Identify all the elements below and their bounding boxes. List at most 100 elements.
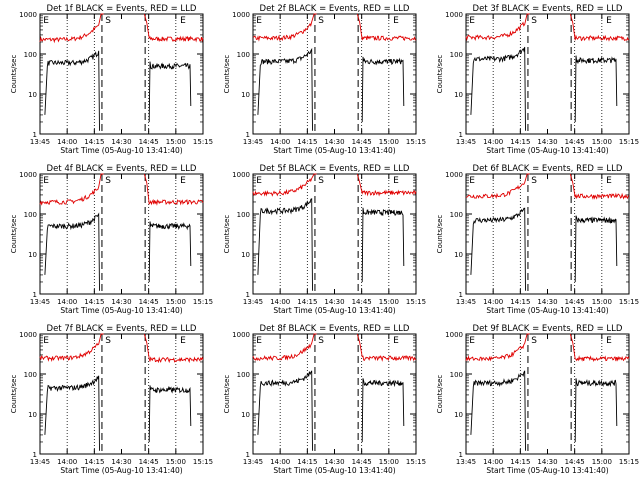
marker-e: E bbox=[256, 16, 262, 26]
y-tick-label: 1 bbox=[33, 131, 37, 139]
y-tick-label: 1 bbox=[246, 451, 250, 459]
lld-series-after bbox=[356, 173, 417, 197]
y-tick-label: 1 bbox=[246, 291, 250, 299]
x-tick-label: 13:45 bbox=[456, 458, 476, 466]
plot-title: Det 6f BLACK = Events, RED = LLD bbox=[473, 164, 623, 174]
detector-plot-7: Det 7f BLACK = Events, RED = LLD 1 10 100 10… bbox=[10, 324, 213, 475]
plot-frame bbox=[465, 173, 630, 295]
x-tick-label: 14:30 bbox=[324, 138, 344, 146]
marker-e: E bbox=[393, 176, 399, 186]
detector-plot-2: Det 2f BLACK = Events, RED = LLD 1 10 100 10… bbox=[223, 4, 426, 155]
y-tick-label: 1000 bbox=[19, 11, 37, 19]
plot-frame bbox=[39, 13, 204, 135]
x-axis-label: Start Time (05-Aug-10 13:41:40) bbox=[486, 466, 608, 475]
y-tick-label: 1 bbox=[33, 291, 37, 299]
lld-series-after bbox=[356, 13, 417, 42]
x-tick-label: 14:00 bbox=[483, 458, 503, 466]
y-tick-label: 100 bbox=[450, 51, 463, 59]
x-tick-label: 13:45 bbox=[456, 138, 476, 146]
x-tick-label: 15:00 bbox=[166, 458, 186, 466]
events-series-after bbox=[361, 56, 405, 123]
marker-s: S bbox=[105, 16, 111, 26]
x-tick-label: 14:30 bbox=[111, 138, 131, 146]
events-series-before bbox=[470, 46, 526, 131]
plot-title: Det 5f BLACK = Events, RED = LLD bbox=[260, 164, 410, 174]
plot-title: Det 7f BLACK = Events, RED = LLD bbox=[47, 324, 197, 334]
marker-e: E bbox=[469, 176, 475, 186]
detector-plot-9: Det 9f BLACK = Events, RED = LLD 1 10 100 10… bbox=[436, 324, 639, 475]
y-tick-label: 10 bbox=[241, 411, 250, 419]
x-axis-label: Start Time (05-Aug-10 13:41:40) bbox=[273, 466, 395, 475]
marker-e: E bbox=[43, 176, 49, 186]
y-tick-label: 100 bbox=[237, 51, 250, 59]
plot-title: Det 3f BLACK = Events, RED = LLD bbox=[473, 4, 623, 14]
plot-title: Det 1f BLACK = Events, RED = LLD bbox=[47, 4, 197, 14]
plot-frame bbox=[39, 173, 204, 295]
x-tick-label: 14:45 bbox=[139, 298, 159, 306]
x-tick-label: 14:15 bbox=[297, 458, 317, 466]
marker-s: S bbox=[531, 336, 537, 346]
x-tick-label: 13:45 bbox=[243, 138, 263, 146]
detector-plot-1: Det 1f BLACK = Events, RED = LLD 1 10 100 10… bbox=[10, 4, 213, 155]
y-axis-label: Counts/sec bbox=[436, 375, 444, 414]
y-tick-label: 100 bbox=[24, 371, 37, 379]
x-tick-label: 15:15 bbox=[406, 138, 426, 146]
x-tick-label: 14:00 bbox=[270, 138, 290, 146]
x-axis-label: Start Time (05-Aug-10 13:41:40) bbox=[60, 466, 182, 475]
x-tick-label: 14:45 bbox=[565, 138, 585, 146]
x-tick-label: 15:15 bbox=[406, 298, 426, 306]
y-axis-label: Counts/sec bbox=[10, 55, 18, 94]
x-tick-label: 15:00 bbox=[592, 138, 612, 146]
x-tick-label: 14:15 bbox=[510, 298, 530, 306]
x-tick-label: 14:15 bbox=[510, 138, 530, 146]
plot-frame bbox=[465, 13, 630, 135]
events-series-before bbox=[257, 198, 313, 291]
y-tick-label: 1 bbox=[459, 451, 463, 459]
x-tick-label: 15:00 bbox=[379, 138, 399, 146]
events-series-before bbox=[257, 370, 313, 451]
x-tick-label: 14:15 bbox=[297, 138, 317, 146]
y-tick-label: 1000 bbox=[445, 171, 463, 179]
y-tick-label: 100 bbox=[24, 51, 37, 59]
lld-series-after bbox=[143, 13, 204, 43]
y-tick-label: 1000 bbox=[445, 11, 463, 19]
marker-e: E bbox=[43, 336, 49, 346]
lld-series-after bbox=[569, 333, 630, 362]
y-tick-label: 10 bbox=[454, 251, 463, 259]
y-tick-label: 1000 bbox=[19, 331, 37, 339]
x-tick-label: 14:45 bbox=[565, 298, 585, 306]
events-series-before bbox=[44, 50, 100, 131]
lld-series-after bbox=[143, 333, 204, 364]
lld-series-before bbox=[465, 173, 530, 200]
y-tick-label: 1 bbox=[246, 131, 250, 139]
y-tick-label: 10 bbox=[28, 91, 37, 99]
y-axis-label: Counts/sec bbox=[223, 215, 231, 254]
lld-series-before bbox=[465, 333, 530, 362]
lld-series-after bbox=[569, 173, 629, 200]
x-tick-label: 14:45 bbox=[352, 298, 372, 306]
marker-e: E bbox=[180, 16, 186, 26]
events-series-before bbox=[44, 212, 100, 291]
x-tick-label: 15:00 bbox=[592, 458, 612, 466]
x-axis-label: Start Time (05-Aug-10 13:41:40) bbox=[273, 146, 395, 155]
x-tick-label: 15:00 bbox=[379, 458, 399, 466]
events-series-before bbox=[44, 375, 100, 451]
y-tick-label: 100 bbox=[24, 211, 37, 219]
y-tick-label: 1000 bbox=[445, 331, 463, 339]
x-tick-label: 14:00 bbox=[57, 138, 77, 146]
y-tick-label: 100 bbox=[237, 211, 250, 219]
x-axis-label: Start Time (05-Aug-10 13:41:40) bbox=[273, 306, 395, 315]
x-tick-label: 15:00 bbox=[379, 298, 399, 306]
x-tick-label: 13:45 bbox=[456, 298, 476, 306]
x-tick-label: 14:30 bbox=[537, 298, 557, 306]
events-series-after bbox=[148, 61, 192, 123]
marker-e: E bbox=[256, 336, 262, 346]
x-axis-label: Start Time (05-Aug-10 13:41:40) bbox=[60, 146, 182, 155]
detector-plot-5: Det 5f BLACK = Events, RED = LLD 1 10 100 10… bbox=[223, 164, 426, 315]
y-tick-label: 100 bbox=[450, 211, 463, 219]
plot-frame bbox=[39, 333, 204, 455]
plot-title: Det 4f BLACK = Events, RED = LLD bbox=[47, 164, 197, 174]
lld-series-before bbox=[39, 173, 104, 206]
marker-e: E bbox=[180, 176, 186, 186]
events-series-after bbox=[361, 207, 405, 283]
